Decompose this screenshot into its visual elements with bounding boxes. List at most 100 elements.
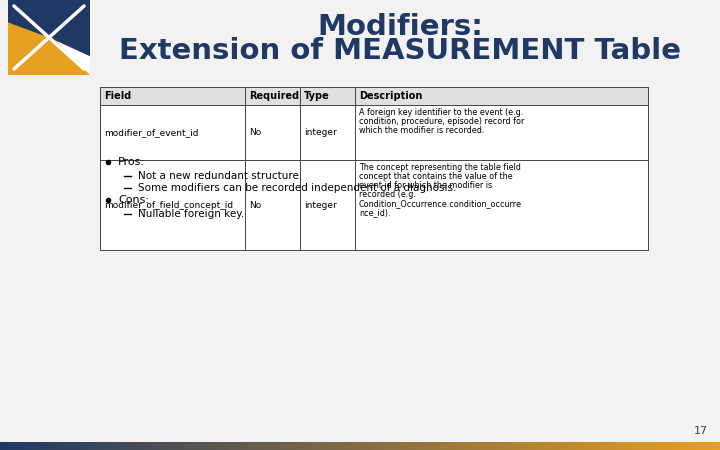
Bar (72, 442, 76, 450)
Bar (101, 442, 104, 450)
Bar (194, 442, 198, 450)
Bar (464, 442, 468, 450)
Bar (263, 442, 266, 450)
Text: Not a new redundant structure.: Not a new redundant structure. (138, 171, 302, 181)
Bar (583, 442, 587, 450)
Bar (684, 442, 688, 450)
Bar (274, 442, 277, 450)
Bar (8, 0, 90, 75)
Text: 17: 17 (694, 426, 708, 436)
Bar (158, 442, 162, 450)
Bar (43, 442, 47, 450)
Bar (50, 442, 54, 450)
Bar (68, 442, 72, 450)
Bar (648, 442, 652, 450)
Bar (90, 442, 94, 450)
Bar (223, 442, 227, 450)
Bar (634, 442, 637, 450)
Bar (598, 442, 601, 450)
Bar (130, 442, 133, 450)
Bar (396, 442, 400, 450)
Bar (605, 442, 608, 450)
Bar (169, 442, 173, 450)
Text: Nullable foreign key.: Nullable foreign key. (138, 209, 244, 219)
Bar (324, 442, 328, 450)
Text: integer: integer (304, 128, 337, 137)
Bar (317, 442, 320, 450)
Bar (554, 442, 558, 450)
Bar (79, 442, 83, 450)
Bar (410, 442, 414, 450)
Bar (558, 442, 562, 450)
Bar (346, 442, 349, 450)
Bar (14, 442, 18, 450)
Bar (122, 442, 126, 450)
Bar (284, 442, 288, 450)
Bar (295, 442, 299, 450)
Bar (677, 442, 680, 450)
Bar (11, 442, 14, 450)
Bar (608, 442, 612, 450)
Bar (65, 442, 68, 450)
Bar (673, 442, 677, 450)
Bar (216, 442, 220, 450)
Bar (238, 442, 241, 450)
Bar (515, 442, 518, 450)
Bar (540, 442, 544, 450)
Text: Required: Required (249, 91, 300, 101)
Bar (119, 442, 122, 450)
Bar (680, 442, 684, 450)
Text: integer: integer (304, 201, 337, 210)
Bar (97, 442, 101, 450)
Text: Condition_Occurrence.condition_occurre: Condition_Occurrence.condition_occurre (359, 199, 522, 208)
Bar (112, 442, 115, 450)
Bar (270, 442, 274, 450)
Bar (493, 442, 497, 450)
Bar (385, 442, 389, 450)
Bar (626, 442, 630, 450)
Polygon shape (8, 22, 90, 75)
Bar (245, 442, 248, 450)
Bar (320, 442, 324, 450)
Bar (148, 442, 151, 450)
Bar (389, 442, 392, 450)
Bar (497, 442, 500, 450)
Bar (709, 442, 713, 450)
Bar (227, 442, 230, 450)
Bar (655, 442, 659, 450)
Bar (702, 442, 706, 450)
Bar (695, 442, 698, 450)
Bar (407, 442, 410, 450)
Text: No: No (249, 201, 261, 210)
Bar (328, 442, 331, 450)
Bar (288, 442, 292, 450)
Bar (248, 442, 252, 450)
Bar (623, 442, 626, 450)
Bar (205, 442, 209, 450)
Bar (594, 442, 598, 450)
Bar (590, 442, 594, 450)
Bar (522, 442, 526, 450)
Bar (100, 87, 648, 105)
Bar (580, 442, 583, 450)
Bar (104, 442, 108, 450)
Bar (576, 442, 580, 450)
Bar (108, 442, 112, 450)
Bar (299, 442, 302, 450)
Text: concept that contains the value of the: concept that contains the value of the (359, 172, 513, 181)
Bar (630, 442, 634, 450)
Bar (562, 442, 565, 450)
Bar (338, 442, 342, 450)
Bar (414, 442, 418, 450)
Bar (209, 442, 212, 450)
Bar (616, 442, 619, 450)
Bar (670, 442, 673, 450)
Bar (331, 442, 335, 450)
Bar (173, 442, 176, 450)
Bar (382, 442, 385, 450)
Bar (612, 442, 616, 450)
Bar (133, 442, 137, 450)
Bar (25, 442, 29, 450)
Bar (652, 442, 655, 450)
Bar (443, 442, 446, 450)
